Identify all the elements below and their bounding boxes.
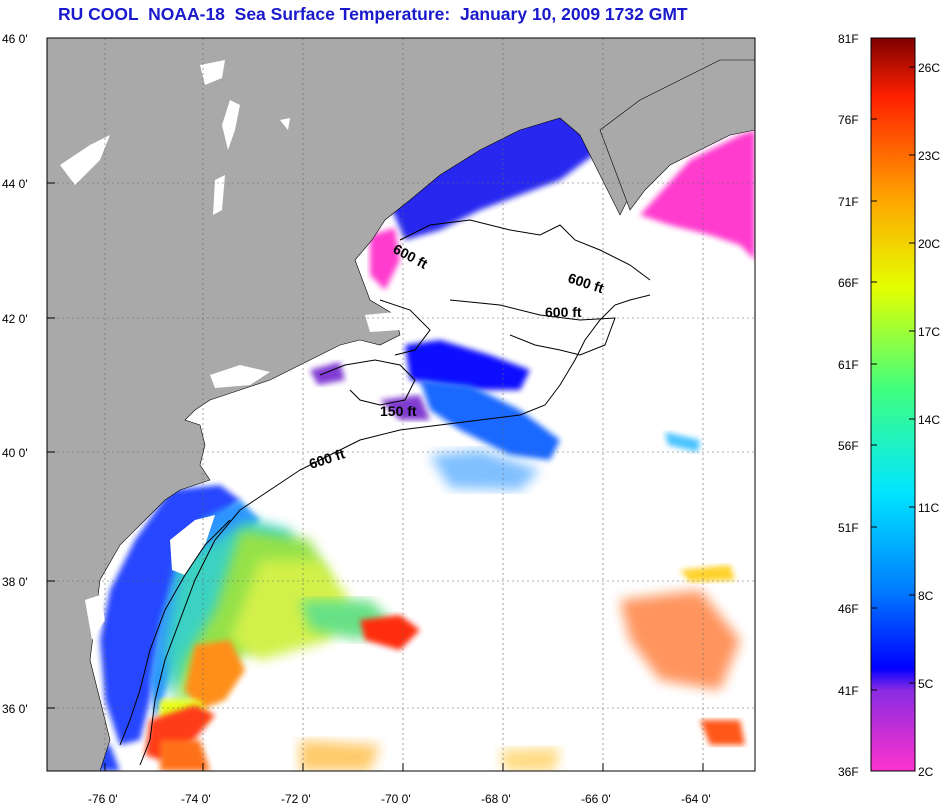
- colorbar-f-label: 46F: [838, 602, 859, 616]
- colorbar-c-label: 20C: [918, 237, 940, 251]
- colorbar-c-label: 8C: [918, 589, 934, 603]
- lon-tick-label: -70 0': [381, 792, 411, 806]
- colorbar: [870, 37, 916, 772]
- lon-tick-label: -68 0': [481, 792, 511, 806]
- lon-tick-label: -74 0': [181, 792, 211, 806]
- sst-georges-bank: [405, 340, 530, 390]
- sst-nova-scotia: [640, 130, 755, 260]
- colorbar-ticks: [871, 37, 915, 772]
- land-layer: [47, 38, 755, 771]
- lat-tick-label: 38 0': [2, 575, 28, 589]
- colorbar-f-label: 71F: [838, 195, 859, 209]
- colorbar-c-label: 14C: [918, 413, 940, 427]
- colorbar-c-label: 23C: [918, 149, 940, 163]
- lon-tick-label: -76 0': [88, 792, 118, 806]
- sst-mid-atlantic-shelf: [100, 485, 240, 745]
- lat-tick-label: 40 0': [2, 446, 28, 460]
- contour-600ft-georges: [449, 299, 616, 356]
- colorbar-c-label: 2C: [918, 765, 934, 779]
- lat-tick-label: 46 0': [2, 32, 28, 46]
- map-title: RU COOL NOAA-18 Sea Surface Temperature:…: [58, 4, 688, 24]
- contour-label: 600 ft: [545, 304, 582, 320]
- bathymetry-contours: [119, 219, 651, 766]
- frame-ticks: [47, 37, 704, 771]
- lat-tick-label: 42 0': [2, 312, 28, 326]
- land-north-america: [47, 38, 755, 771]
- colorbar-f-label: 81F: [838, 32, 859, 46]
- contour-150ft: [319, 359, 416, 406]
- colorbar-c-label: 5C: [918, 677, 934, 691]
- contour-label: 150 ft: [380, 403, 417, 419]
- colorbar-c-label: 17C: [918, 325, 940, 339]
- lakes-layer: [60, 60, 400, 640]
- colorbar-f-label: 36F: [838, 765, 859, 779]
- colorbar-f-label: 56F: [838, 439, 859, 453]
- contour-600ft-gulf: [399, 219, 651, 281]
- graticule: [47, 38, 755, 771]
- colorbar-f-label: 51F: [838, 521, 859, 535]
- lat-tick-label: 44 0': [2, 177, 28, 191]
- colorbar-f-label: 61F: [838, 358, 859, 372]
- colorbar-f-label: 66F: [838, 276, 859, 290]
- contour-600ft-shelf: [139, 294, 651, 766]
- land-nova-scotia: [599, 59, 755, 211]
- colorbar-c-label: 26C: [918, 61, 940, 75]
- colorbar-f-label: 41F: [838, 684, 859, 698]
- colorbar-f-label: 76F: [838, 113, 859, 127]
- lon-tick-label: -72 0': [281, 792, 311, 806]
- lon-tick-label: -66 0': [581, 792, 611, 806]
- lat-tick-label: 36 0': [2, 702, 28, 716]
- colorbar-c-label: 11C: [918, 501, 939, 515]
- lon-tick-label: -64 0': [681, 792, 711, 806]
